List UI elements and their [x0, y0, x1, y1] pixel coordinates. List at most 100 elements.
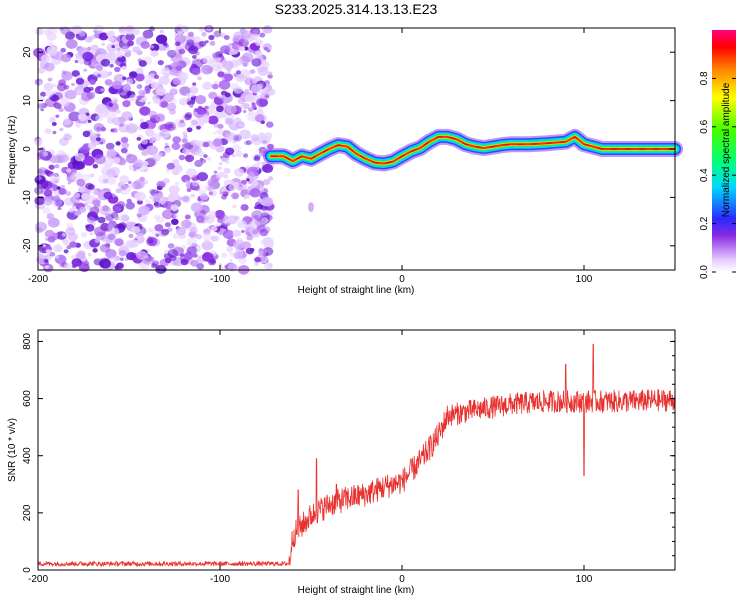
noise-blob — [249, 69, 256, 74]
noise-blob — [177, 247, 184, 253]
noise-blob — [186, 237, 198, 247]
noise-blob — [216, 105, 224, 113]
noise-blob — [209, 190, 218, 197]
noise-blob — [44, 62, 55, 72]
noise-blob — [166, 162, 175, 170]
noise-blob — [47, 77, 53, 82]
noise-blob — [140, 41, 150, 49]
noise-blob — [160, 67, 171, 76]
noise-blob — [156, 34, 168, 44]
noise-blob — [204, 105, 209, 110]
noise-blob — [251, 210, 263, 221]
noise-blob — [227, 263, 238, 272]
noise-blob — [232, 204, 237, 209]
noise-blob — [43, 198, 53, 206]
noise-blob — [35, 28, 44, 36]
noise-blob — [45, 249, 52, 254]
noise-blob — [49, 172, 61, 182]
noise-blob — [140, 122, 149, 130]
noise-blob — [222, 217, 232, 225]
noise-blob — [114, 216, 120, 221]
noise-blob — [253, 28, 259, 34]
snr-ytick-label: 400 — [22, 447, 33, 464]
noise-blob — [239, 69, 251, 79]
noise-blob — [258, 248, 267, 256]
noise-blob — [50, 157, 57, 164]
noise-blob — [155, 264, 167, 274]
noise-blob — [52, 83, 57, 88]
noise-blob — [164, 222, 171, 228]
noise-blob — [49, 42, 54, 46]
noise-blob — [192, 253, 198, 258]
noise-blob — [250, 134, 260, 142]
noise-blob — [56, 83, 67, 92]
noise-blob — [99, 243, 111, 253]
noise-blob — [37, 251, 43, 256]
noise-blob — [241, 241, 251, 249]
noise-blob — [118, 222, 127, 230]
noise-blob — [240, 183, 245, 187]
noise-blob — [35, 227, 43, 234]
noise-blob — [267, 143, 274, 150]
noise-blob — [224, 92, 231, 98]
noise-blob — [121, 111, 133, 121]
noise-blob — [111, 45, 115, 49]
noise-blob — [49, 251, 56, 257]
noise-blob — [118, 250, 127, 257]
noise-blob — [237, 73, 245, 80]
noise-blob — [118, 184, 131, 195]
noise-blob — [186, 127, 193, 133]
noise-blob — [243, 197, 248, 201]
spectrogram-xtick-label: -100 — [210, 274, 230, 285]
noise-blob — [233, 86, 243, 94]
noise-blob — [262, 179, 271, 186]
noise-blob — [246, 33, 257, 42]
noise-blob — [122, 100, 131, 108]
noise-blob — [80, 232, 88, 238]
noise-blob — [75, 251, 86, 260]
noise-blob — [73, 192, 81, 198]
noise-blob — [63, 118, 71, 126]
noise-blob — [107, 36, 115, 42]
noise-blob — [192, 180, 200, 187]
noise-blob — [136, 50, 143, 56]
noise-blob — [178, 154, 186, 161]
noise-blob — [114, 206, 121, 212]
noise-blob — [44, 265, 50, 269]
noise-blob — [74, 152, 86, 162]
noise-blob — [169, 69, 178, 76]
noise-blob — [254, 262, 259, 266]
snr-ytick-label: 200 — [22, 504, 33, 521]
noise-blob — [262, 163, 274, 173]
colorbar-label: Normalized spectral amplitude — [721, 82, 732, 217]
ridge-center — [271, 136, 675, 165]
noise-blob — [233, 88, 237, 92]
noise-blob — [212, 235, 220, 242]
noise-blob — [157, 60, 164, 66]
noise-blob — [121, 142, 130, 149]
colorbar-tick-label: 0.6 — [699, 119, 710, 133]
noise-blob — [184, 180, 190, 184]
noise-blob — [252, 229, 259, 235]
noise-blob — [201, 32, 207, 37]
noise-blob — [225, 118, 234, 125]
noise-blob — [52, 195, 61, 202]
noise-blob — [40, 108, 44, 112]
noise-blob — [64, 262, 73, 270]
noise-blob — [213, 30, 222, 38]
noise-blob — [166, 102, 177, 111]
noise-blob — [191, 67, 201, 76]
noise-blob — [243, 140, 249, 146]
noise-blob — [86, 116, 92, 121]
noise-blob — [121, 45, 129, 53]
noise-blob — [44, 29, 52, 36]
noise-blob — [225, 147, 235, 156]
noise-blob — [96, 133, 101, 137]
noise-blob — [149, 195, 153, 199]
noise-blob — [136, 232, 145, 240]
noise-blob — [65, 168, 72, 173]
noise-blob — [249, 188, 261, 198]
noise-blob — [139, 118, 145, 123]
snr-ticks: -200 -100 0 100 0 200 400 600 800 — [22, 330, 675, 585]
